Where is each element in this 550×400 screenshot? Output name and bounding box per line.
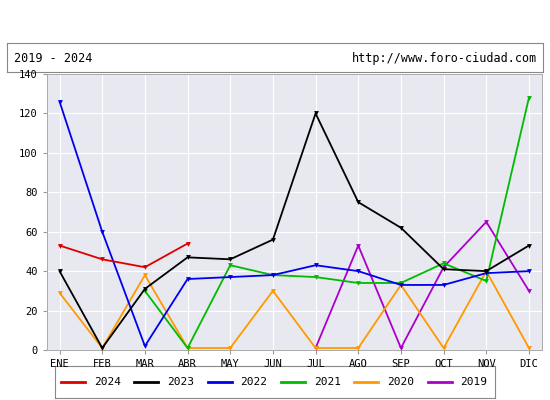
Text: http://www.foro-ciudad.com: http://www.foro-ciudad.com <box>351 52 537 65</box>
Text: 2023: 2023 <box>167 377 194 387</box>
Text: 2019 - 2024: 2019 - 2024 <box>14 52 92 65</box>
Text: Evolucion Nº Turistas Extranjeros en el municipio de Mota del Marqués: Evolucion Nº Turistas Extranjeros en el … <box>16 14 534 28</box>
Text: 2019: 2019 <box>460 377 487 387</box>
Text: 2020: 2020 <box>387 377 414 387</box>
Text: 2024: 2024 <box>94 377 121 387</box>
Text: 2021: 2021 <box>314 377 341 387</box>
Text: 2022: 2022 <box>240 377 267 387</box>
